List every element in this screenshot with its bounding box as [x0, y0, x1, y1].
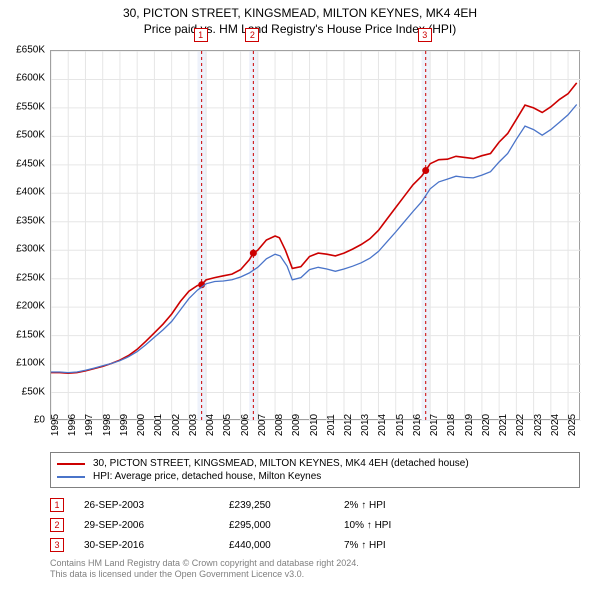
- x-tick-label: 1998: [102, 414, 113, 436]
- x-tick-label: 2011: [326, 414, 337, 436]
- x-tick-label: 2007: [257, 414, 268, 436]
- x-tick-label: 2012: [343, 414, 354, 436]
- x-tick-label: 2023: [533, 414, 544, 436]
- legend-label: 30, PICTON STREET, KINGSMEAD, MILTON KEY…: [93, 458, 469, 469]
- x-tick-label: 1997: [84, 414, 95, 436]
- x-tick-label: 2020: [481, 414, 492, 436]
- x-tick-label: 2002: [171, 414, 182, 436]
- y-tick-label: £500K: [16, 130, 45, 141]
- sale-date: 30-SEP-2016: [84, 540, 229, 551]
- y-tick-label: £250K: [16, 272, 45, 283]
- sale-row: 1 26-SEP-2003 £239,250 2% ↑ HPI: [50, 495, 580, 515]
- chart-sale-marker: 2: [245, 28, 259, 42]
- x-tick-label: 2005: [222, 414, 233, 436]
- y-tick-label: £550K: [16, 101, 45, 112]
- legend-label: HPI: Average price, detached house, Milt…: [93, 471, 321, 482]
- y-tick-label: £0: [34, 415, 45, 426]
- x-tick-label: 2016: [412, 414, 423, 436]
- sale-row: 3 30-SEP-2016 £440,000 7% ↑ HPI: [50, 535, 580, 555]
- y-tick-label: £300K: [16, 244, 45, 255]
- y-tick-label: £150K: [16, 329, 45, 340]
- x-tick-label: 1996: [67, 414, 78, 436]
- legend: 30, PICTON STREET, KINGSMEAD, MILTON KEY…: [50, 452, 580, 488]
- sale-price: £440,000: [229, 540, 344, 551]
- x-tick-label: 2022: [515, 414, 526, 436]
- x-tick-label: 2006: [240, 414, 251, 436]
- x-tick-label: 2015: [395, 414, 406, 436]
- x-tick-label: 2008: [274, 414, 285, 436]
- y-tick-label: £450K: [16, 158, 45, 169]
- chart-container: 30, PICTON STREET, KINGSMEAD, MILTON KEY…: [0, 0, 600, 590]
- sale-marker-box: 3: [50, 538, 64, 552]
- y-tick-label: £200K: [16, 301, 45, 312]
- y-tick-label: £650K: [16, 45, 45, 56]
- legend-swatch: [57, 476, 85, 478]
- x-tick-label: 2001: [153, 414, 164, 436]
- sale-date: 26-SEP-2003: [84, 500, 229, 511]
- x-tick-label: 2013: [360, 414, 371, 436]
- chart-sale-marker: 1: [194, 28, 208, 42]
- title-line-2: Price paid vs. HM Land Registry's House …: [0, 22, 600, 38]
- title-line-1: 30, PICTON STREET, KINGSMEAD, MILTON KEY…: [0, 6, 600, 22]
- x-tick-label: 2014: [377, 414, 388, 436]
- chart-sale-marker: 3: [418, 28, 432, 42]
- y-tick-label: £350K: [16, 215, 45, 226]
- x-tick-label: 2024: [550, 414, 561, 436]
- y-tick-label: £50K: [22, 386, 45, 397]
- footer-attribution: Contains HM Land Registry data © Crown c…: [50, 558, 580, 581]
- sale-diff: 10% ↑ HPI: [344, 520, 580, 531]
- legend-swatch: [57, 463, 85, 465]
- y-tick-label: £600K: [16, 73, 45, 84]
- chart-area: £0£50K£100K£150K£200K£250K£300K£350K£400…: [50, 50, 580, 420]
- x-tick-label: 2009: [291, 414, 302, 436]
- sale-price: £295,000: [229, 520, 344, 531]
- x-tick-label: 2000: [136, 414, 147, 436]
- sale-date: 29-SEP-2006: [84, 520, 229, 531]
- x-tick-label: 2021: [498, 414, 509, 436]
- x-tick-label: 2019: [464, 414, 475, 436]
- x-tick-label: 1999: [119, 414, 130, 436]
- chart-svg: [51, 51, 581, 421]
- sale-row: 2 29-SEP-2006 £295,000 10% ↑ HPI: [50, 515, 580, 535]
- legend-item: HPI: Average price, detached house, Milt…: [57, 470, 573, 483]
- x-tick-label: 2010: [309, 414, 320, 436]
- sale-diff: 2% ↑ HPI: [344, 500, 580, 511]
- x-tick-label: 2003: [188, 414, 199, 436]
- sale-marker-box: 2: [50, 518, 64, 532]
- x-tick-label: 1995: [50, 414, 61, 436]
- chart-title: 30, PICTON STREET, KINGSMEAD, MILTON KEY…: [0, 0, 600, 37]
- plot-surface: [50, 50, 580, 420]
- sale-price: £239,250: [229, 500, 344, 511]
- x-tick-label: 2004: [205, 414, 216, 436]
- x-tick-label: 2025: [567, 414, 578, 436]
- sales-table: 1 26-SEP-2003 £239,250 2% ↑ HPI 2 29-SEP…: [50, 495, 580, 555]
- legend-item: 30, PICTON STREET, KINGSMEAD, MILTON KEY…: [57, 457, 573, 470]
- x-tick-label: 2018: [446, 414, 457, 436]
- x-tick-label: 2017: [429, 414, 440, 436]
- y-tick-label: £400K: [16, 187, 45, 198]
- sale-diff: 7% ↑ HPI: [344, 540, 580, 551]
- sale-marker-box: 1: [50, 498, 64, 512]
- y-tick-label: £100K: [16, 358, 45, 369]
